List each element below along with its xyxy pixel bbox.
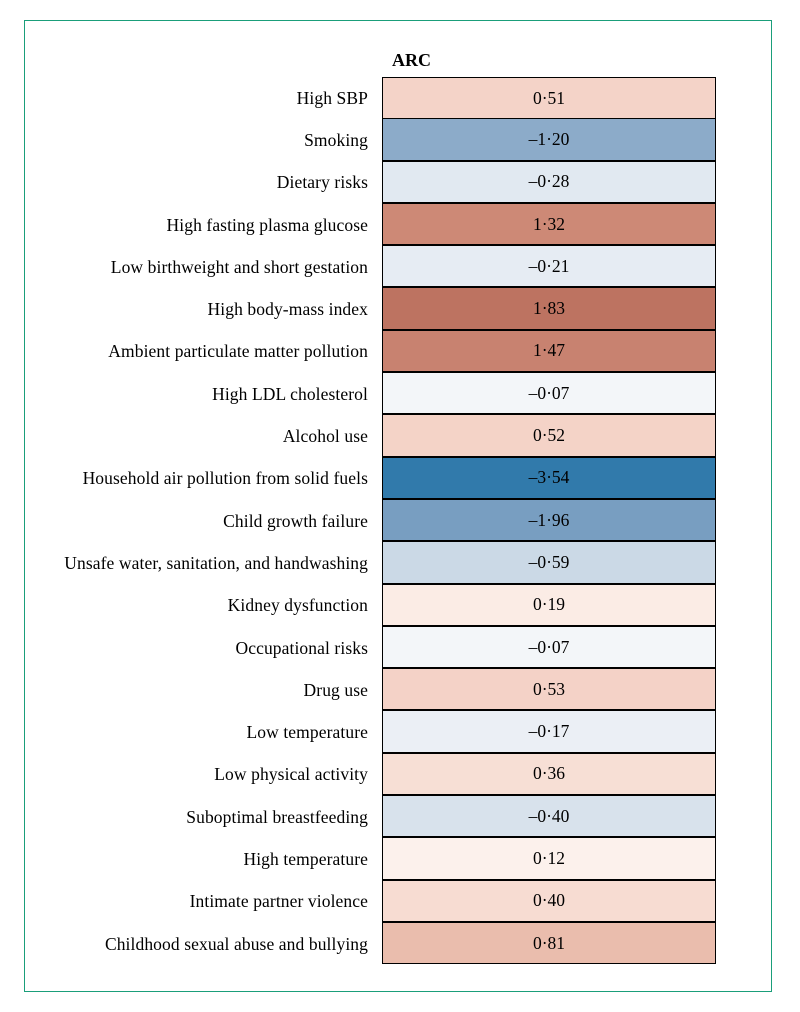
arc-grid: ARC High SBP0·51Smoking–1·20Dietary risk… — [49, 43, 747, 965]
row-label: Drug use — [49, 669, 382, 711]
row-value-cell: 0·36 — [382, 753, 716, 795]
row-value-cell: –0·17 — [382, 710, 716, 752]
row-label: Household air pollution from solid fuels — [49, 458, 382, 500]
row-value-cell: –1·96 — [382, 499, 716, 541]
row-value-cell: –0·28 — [382, 161, 716, 203]
row-value-cell: –0·40 — [382, 795, 716, 837]
row-label: Child growth failure — [49, 500, 382, 542]
row-value-cell: 1·83 — [382, 287, 716, 329]
row-label: Unsafe water, sanitation, and handwashin… — [49, 542, 382, 584]
row-value-cell: 0·51 — [382, 77, 716, 119]
row-label: Suboptimal breastfeeding — [49, 796, 382, 838]
row-value-cell: 0·81 — [382, 922, 716, 964]
row-value-cell: –1·20 — [382, 118, 716, 160]
row-value-cell: 0·12 — [382, 837, 716, 879]
row-value-cell: 0·53 — [382, 668, 716, 710]
row-value-cell: 0·19 — [382, 584, 716, 626]
row-value-cell: 1·32 — [382, 203, 716, 245]
row-label: High SBP — [49, 77, 382, 119]
header-spacer — [49, 43, 382, 77]
row-label: Childhood sexual abuse and bullying — [49, 923, 382, 965]
row-value-cell: 0·52 — [382, 414, 716, 456]
row-label: Low temperature — [49, 711, 382, 753]
row-label: High LDL cholesterol — [49, 373, 382, 415]
row-value-cell: 0·40 — [382, 880, 716, 922]
row-label: High temperature — [49, 838, 382, 880]
row-value-cell: 1·47 — [382, 330, 716, 372]
row-value-cell: –0·07 — [382, 372, 716, 414]
row-label: Ambient particulate matter pollution — [49, 331, 382, 373]
row-value-cell: –3·54 — [382, 457, 716, 499]
row-label: Alcohol use — [49, 415, 382, 457]
arc-panel: ARC High SBP0·51Smoking–1·20Dietary risk… — [24, 20, 772, 992]
row-label: Low physical activity — [49, 754, 382, 796]
row-label: High fasting plasma glucose — [49, 204, 382, 246]
row-label: Intimate partner violence — [49, 881, 382, 923]
row-label: Low birthweight and short gestation — [49, 246, 382, 288]
row-label: Dietary risks — [49, 162, 382, 204]
row-value-cell: –0·21 — [382, 245, 716, 287]
row-label: High body-mass index — [49, 288, 382, 330]
row-label: Occupational risks — [49, 627, 382, 669]
row-label: Kidney dysfunction — [49, 585, 382, 627]
row-label: Smoking — [49, 119, 382, 161]
row-value-cell: –0·59 — [382, 541, 716, 583]
row-value-cell: –0·07 — [382, 626, 716, 668]
column-header: ARC — [382, 43, 716, 77]
